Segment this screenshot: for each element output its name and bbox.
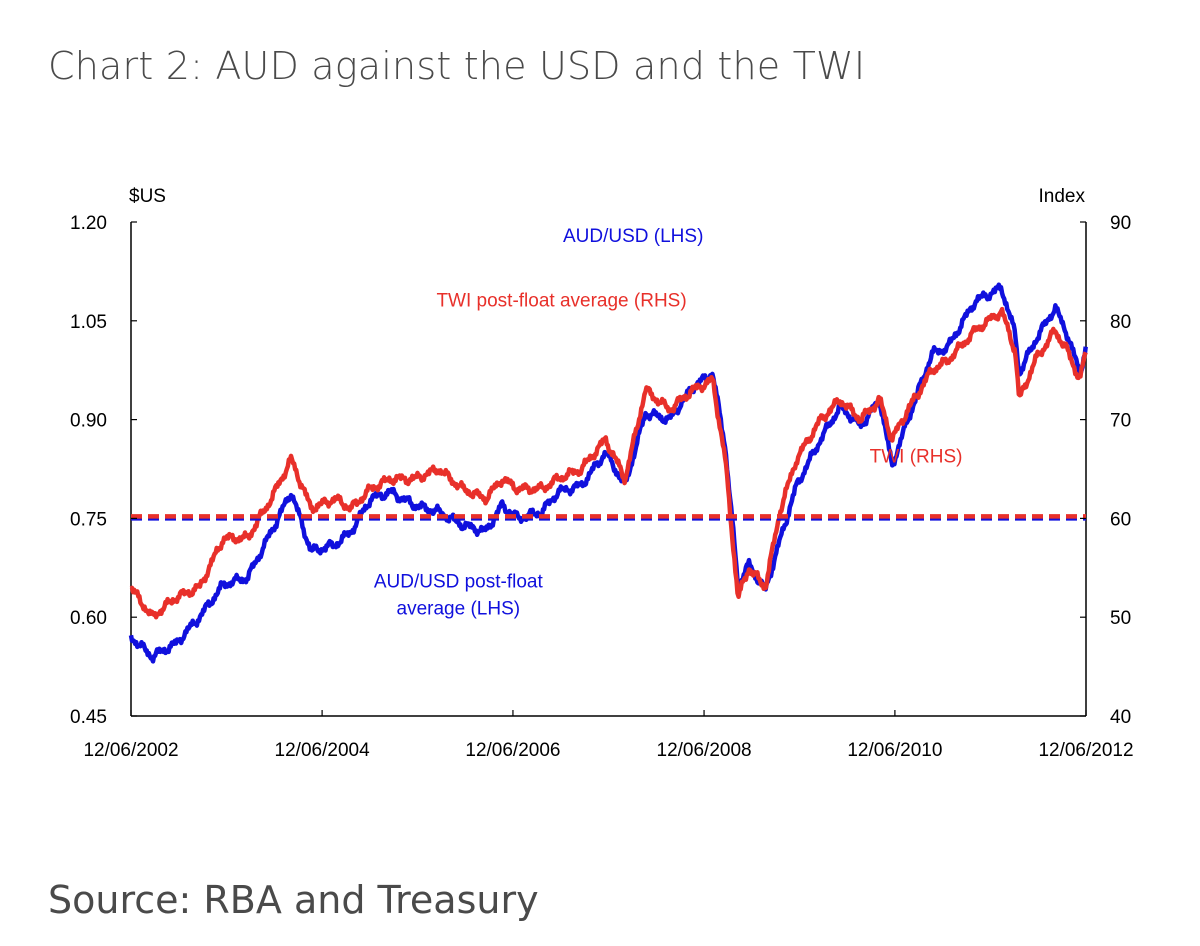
left-tick-label: 0.45 [70, 707, 107, 728]
chart-source: Source: RBA and Treasury [48, 878, 539, 922]
x-tick-label: 12/06/2010 [847, 740, 942, 761]
x-tick-label: 12/06/2004 [275, 740, 371, 761]
left-tick-label: 0.75 [70, 509, 107, 530]
x-tick-label: 12/06/2002 [83, 740, 178, 761]
tick-layer: 1.20 1.05 0.90 0.75 0.60 0.45 90 80 70 60 50 40 12/0… [70, 213, 1134, 761]
right-tick-label: 50 [1110, 608, 1131, 629]
left-tick-label: 0.90 [70, 411, 107, 432]
x-tick-label: 12/06/2012 [1038, 740, 1133, 761]
annotation-label: TWI (RHS) [870, 446, 963, 467]
annotation-layer: AUD/USD (LHS) TWI post-float average (RHS… [374, 226, 963, 620]
right-tick-label: 70 [1110, 411, 1131, 432]
right-tick-label: 40 [1110, 707, 1131, 728]
annotation-label: AUD/USD post-float [374, 572, 544, 593]
annotation-label: AUD/USD (LHS) [563, 226, 703, 247]
right-tick-label: 60 [1110, 509, 1131, 530]
annotation-label: average (LHS) [397, 599, 521, 620]
chart-frame [130, 222, 1087, 717]
right-tick-label: 80 [1110, 312, 1131, 333]
left-tick-label: 0.60 [70, 608, 107, 629]
series-layer [128, 282, 1088, 664]
series-twi-line [129, 306, 1088, 620]
right-tick-label: 90 [1110, 213, 1131, 234]
annotation-label: TWI post-float average (RHS) [436, 290, 686, 311]
series-audusd-line [128, 282, 1088, 664]
chart-title: Chart 2: AUD against the USD and the TWI [48, 44, 866, 88]
x-tick-label: 12/06/2006 [465, 740, 560, 761]
left-axis-unit: $US [129, 186, 166, 207]
left-tick-label: 1.05 [70, 312, 107, 333]
left-tick-label: 1.20 [70, 213, 107, 234]
right-axis-unit: Index [1039, 186, 1086, 207]
x-tick-label: 12/06/2008 [657, 740, 752, 761]
